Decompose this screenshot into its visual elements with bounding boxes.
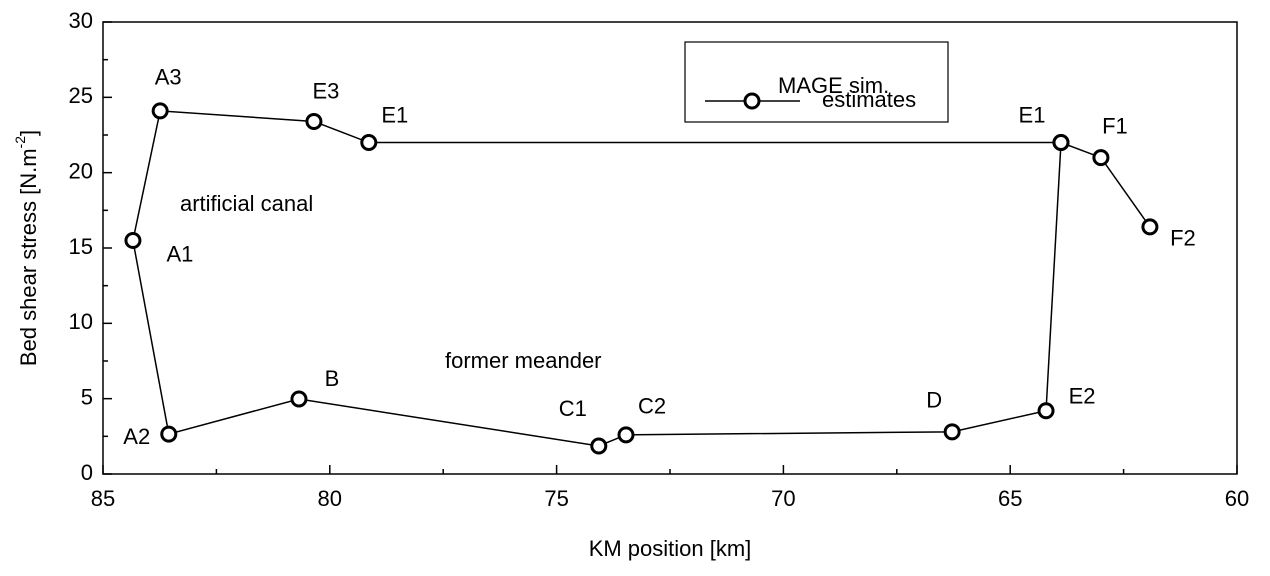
marker (590, 437, 608, 455)
point-label: B (325, 366, 340, 391)
y-tick-label: 20 (69, 158, 93, 183)
marker (160, 425, 178, 443)
x-tick-label: 65 (998, 486, 1022, 511)
y-tick-label: 5 (81, 384, 93, 409)
y-axis-label: Bed shear stress [N.m-2] (12, 130, 41, 366)
legend-marker (743, 92, 761, 110)
y-label-text: Bed shear stress [N.m (16, 148, 41, 366)
y-tick-label: 25 (69, 83, 93, 108)
marker (1141, 218, 1159, 236)
point-label: E1 (381, 102, 408, 127)
point-label: E2 (1069, 384, 1096, 409)
point-label: F2 (1170, 226, 1196, 251)
marker (124, 231, 142, 249)
marker (290, 390, 308, 408)
x-tick-label: 75 (544, 486, 568, 511)
x-tick-label: 85 (91, 486, 115, 511)
y-tick-label: 0 (81, 460, 93, 485)
y-label-sup: -2 (12, 136, 28, 149)
legend-header: MAGE sim. (778, 73, 889, 98)
x-tick-label: 60 (1225, 486, 1249, 511)
y-tick-label: 30 (69, 8, 93, 33)
marker (360, 134, 378, 152)
x-tick-label: 80 (318, 486, 342, 511)
marker (151, 102, 169, 120)
series-line (132, 110, 1151, 447)
legend-label: estimates (822, 87, 916, 112)
marker (1037, 402, 1055, 420)
marker (943, 423, 961, 441)
point-label: C2 (638, 394, 666, 419)
marker (617, 426, 635, 444)
point-label: E1 (1019, 102, 1046, 127)
y-tick-label: 10 (69, 309, 93, 334)
x-tick-label: 70 (771, 486, 795, 511)
point-label: A3 (155, 65, 182, 90)
marker (305, 112, 323, 130)
y-tick-label: 15 (69, 234, 93, 259)
point-label: C1 (559, 396, 587, 421)
annotation: artificial canal (180, 191, 313, 216)
legend-box (684, 41, 949, 123)
point-label: D (926, 388, 942, 413)
point-label: F1 (1102, 113, 1128, 138)
point-label: A2 (123, 424, 150, 449)
point-label: E3 (312, 78, 339, 103)
y-label-end: ] (16, 130, 41, 136)
annotation: former meander (445, 348, 602, 373)
point-label: A1 (166, 241, 193, 266)
marker (1092, 149, 1110, 167)
marker (1052, 134, 1070, 152)
x-axis-label: KM position [km] (589, 536, 752, 561)
